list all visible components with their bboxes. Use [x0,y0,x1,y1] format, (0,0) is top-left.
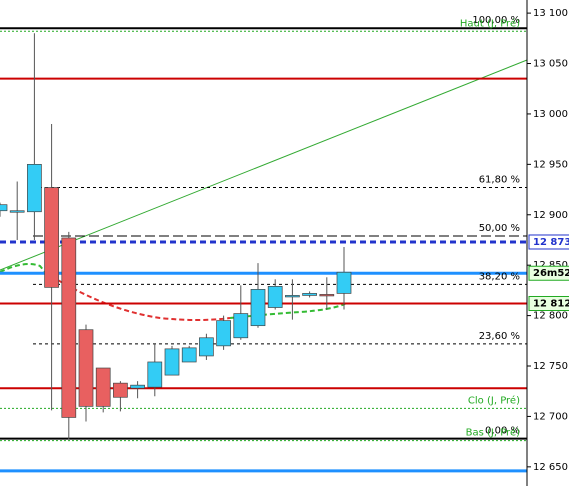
price-tag-label: 12 812 [533,298,569,309]
candles [0,33,352,440]
y-tick-label: 13 000 [533,109,568,120]
candle-body [61,237,77,418]
level-label: Clo (J, Pré) [468,394,520,406]
candle-body [9,210,25,213]
level-label: 0,00 % [485,426,520,437]
level-label: 23,60 % [479,331,520,342]
candle-body [319,294,335,297]
green-average [229,303,346,319]
candle-body [0,204,8,212]
level-label: 61,80 % [479,175,520,186]
price-tag-label: 26m52s [533,268,569,279]
y-tick-label: 12 850 [533,260,568,271]
candle-body [44,187,59,288]
y-tick-label: 12 800 [533,311,568,322]
candle-body [216,320,231,347]
y-tick-label: 12 750 [533,361,568,372]
candle-body [336,271,352,294]
y-tick-label: 12 950 [533,159,568,170]
y-tick-label: 12 900 [533,210,568,221]
candle-body [130,384,145,389]
candle-body [78,329,94,407]
price-tag-label: 12 873 [533,237,569,248]
candle-body [113,382,128,398]
level-label: Bas (J, Pré) [466,427,520,439]
y-tick-label: 13 100 [533,8,568,19]
price-tag [528,265,569,281]
candle-body [95,367,111,407]
y-tick-label: 12 650 [533,462,568,473]
y-axis: 13 100 13 050 13 000 12 950 12 900 12 850 12 8… [527,8,569,473]
candle-body [285,295,300,298]
y-tick-label: 12 700 [533,411,568,422]
candle-body [302,293,317,296]
price-tag [528,234,569,250]
y-tick-label: 13 050 [533,59,568,70]
green-average [0,263,46,273]
candle-body [250,289,266,327]
candle-body [164,348,180,376]
candle-body [199,337,214,357]
red-average [44,271,231,321]
price-tag [528,295,569,311]
candle-body [233,313,249,339]
candle-body [267,286,283,308]
candle-body [27,164,42,213]
level-label: 100,00 % [472,15,520,26]
level-label: 38,20 % [479,271,520,282]
candle-body [181,347,197,363]
candle-body [147,361,163,388]
level-label: Haut (J, Pré) [460,17,520,29]
trend-line [0,59,528,271]
level-label: 50,00 % [479,223,520,234]
